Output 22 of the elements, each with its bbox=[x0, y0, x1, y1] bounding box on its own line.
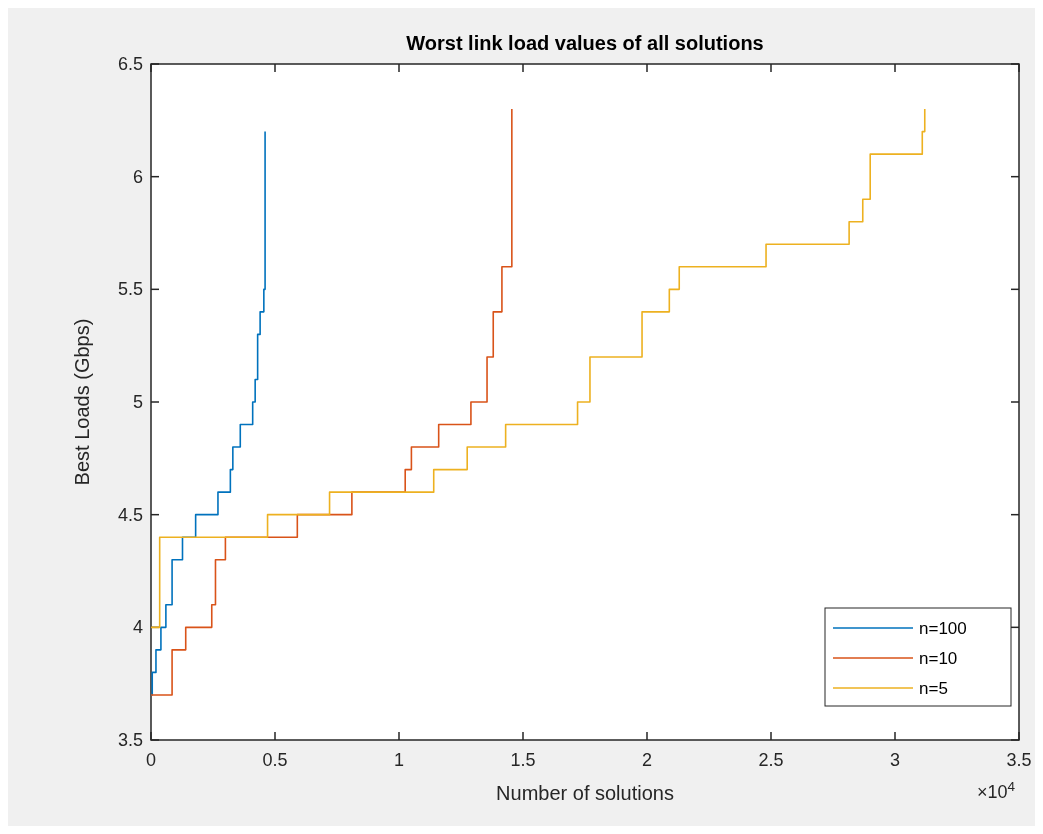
y-tick-label: 4 bbox=[132, 617, 143, 638]
x-axis-title: Number of solutions bbox=[496, 782, 674, 804]
y-tick-label: 4.5 bbox=[117, 504, 143, 525]
chart-title: Worst link load values of all solutions bbox=[406, 32, 764, 54]
y-tick-label: 6.5 bbox=[117, 54, 143, 74]
x-tick-label: 3 bbox=[889, 750, 901, 770]
y-axis-title: Best Loads (Gbps) bbox=[71, 318, 93, 486]
y-tick-label: 6 bbox=[132, 166, 143, 187]
y-tick-label: 5 bbox=[132, 392, 143, 412]
x-tick-label: 1 bbox=[393, 750, 405, 770]
x-tick-label: 3.5 bbox=[1006, 750, 1032, 770]
y-tick-label: 3.5 bbox=[117, 730, 143, 750]
x-tick-label: 0.5 bbox=[262, 750, 288, 770]
legend-label: n=100 bbox=[919, 619, 967, 638]
legend-label: n=5 bbox=[919, 679, 948, 698]
legend-label: n=10 bbox=[919, 649, 958, 668]
x-tick-label: 2 bbox=[641, 750, 653, 770]
x-tick-label: 1.5 bbox=[510, 750, 536, 770]
x-tick-label: 0 bbox=[145, 750, 157, 770]
text: ×10$^{4}$ bbox=[976, 778, 1016, 802]
y-tick-label: 5.5 bbox=[117, 279, 143, 300]
x-tick-label: 2.5 bbox=[758, 750, 784, 770]
